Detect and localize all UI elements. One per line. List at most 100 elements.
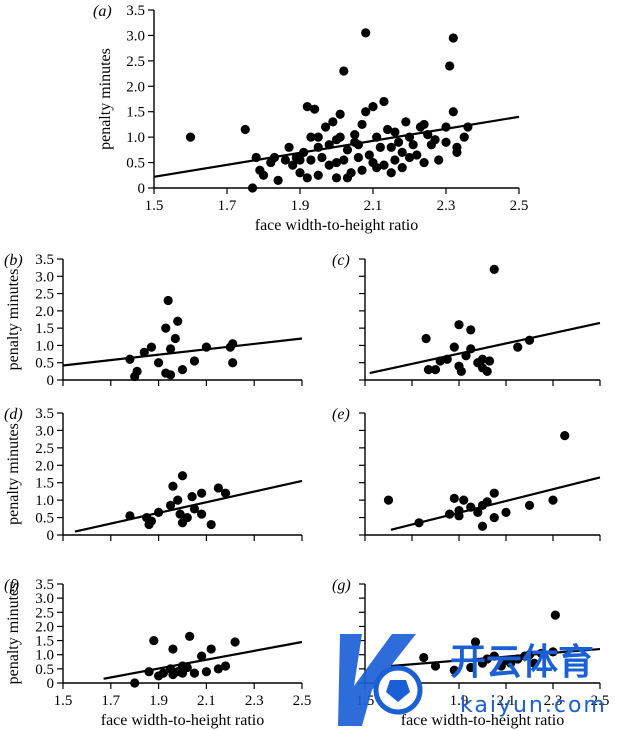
data-point-g: [548, 647, 558, 657]
data-point-c: [482, 366, 492, 376]
panel-label-g: (g): [332, 577, 351, 594]
data-point-c: [484, 356, 495, 366]
y-tick-label-d: 2.0: [35, 458, 54, 474]
data-point-f: [130, 678, 140, 688]
y-tick-label-b: 2.0: [35, 304, 54, 320]
data-point-f: [144, 667, 154, 677]
data-point-g: [513, 654, 523, 664]
panel-c: (c): [332, 252, 601, 386]
data-point-a: [240, 124, 250, 135]
data-point-a: [379, 96, 389, 107]
x-tick-label-a: 1.7: [218, 198, 237, 214]
x-tick-label-g: 2.1: [497, 693, 516, 709]
data-point-d: [206, 519, 216, 530]
fit-line-e: [390, 476, 601, 531]
data-point-g: [501, 655, 511, 665]
y-tick-label-d: 0: [47, 528, 55, 544]
data-point-b: [125, 354, 135, 364]
y-tick-label-a: 0.5: [126, 156, 145, 172]
panel-label-close-d: ): [16, 406, 22, 423]
panel-label-open-f: (: [4, 577, 11, 594]
panel-label-open-g: (: [332, 577, 339, 594]
y-tick-label-b: 0: [47, 373, 55, 389]
panel-label-close-g: ): [344, 577, 350, 594]
data-point-a: [448, 107, 458, 117]
data-point-a: [361, 107, 371, 117]
data-point-a: [404, 152, 415, 163]
data-point-d: [168, 481, 178, 491]
data-point-a: [452, 147, 462, 157]
data-point-a: [404, 132, 415, 142]
data-point-d: [220, 488, 231, 498]
data-point-e: [473, 507, 483, 517]
x-tick-label-a: 2.3: [437, 198, 456, 214]
data-point-a: [353, 140, 363, 150]
data-point-a: [284, 142, 294, 152]
data-point-b: [165, 344, 176, 354]
panel-label-b: (b): [4, 252, 23, 269]
panel-label-open-a: (: [93, 3, 100, 20]
data-point-a: [379, 160, 389, 170]
data-point-g: [449, 665, 459, 675]
data-point-e: [477, 521, 488, 531]
data-point-f: [149, 635, 159, 646]
panel-b: 00.5 1.01.52.02.5 3.03.5 (b)penalty minutes: [4, 252, 303, 389]
data-point-a: [386, 168, 396, 178]
panel-label-letter-g: g: [337, 577, 345, 594]
data-point-a: [419, 157, 429, 168]
data-point-e: [489, 488, 499, 498]
data-point-b: [146, 342, 157, 352]
data-point-e: [466, 502, 476, 512]
data-point-c: [454, 320, 464, 330]
x-tick-label-f: 2.5: [293, 693, 312, 709]
panel-label-close-a: ): [105, 3, 111, 20]
data-point-a: [324, 140, 334, 150]
data-point-e: [548, 495, 558, 505]
panel-label-close-b: ): [16, 252, 22, 269]
data-point-a: [335, 109, 345, 119]
y-tick-label-f: 3.0: [35, 591, 54, 607]
data-point-g: [550, 610, 560, 620]
data-point-d: [182, 512, 192, 523]
data-point-e: [482, 497, 492, 507]
data-point-g: [466, 662, 476, 673]
data-point-a: [357, 119, 367, 130]
data-point-a: [434, 155, 444, 165]
data-point-c: [466, 344, 476, 354]
x-tick-label-f: 1.9: [149, 693, 168, 709]
data-point-f: [189, 668, 200, 678]
data-point-e: [454, 506, 464, 516]
data-point-e: [383, 495, 394, 505]
data-point-d: [175, 509, 185, 519]
data-point-b: [132, 366, 142, 376]
data-point-a: [295, 155, 305, 165]
x-tick-label-f: 2.3: [245, 693, 264, 709]
data-point-d: [189, 504, 200, 514]
data-point-a: [185, 132, 196, 142]
data-point-b: [173, 316, 183, 326]
data-point-a: [328, 117, 338, 127]
data-point-a: [324, 160, 334, 170]
data-point-b: [228, 358, 238, 368]
data-point-g: [489, 651, 499, 661]
data-point-a: [383, 124, 393, 135]
data-point-a: [364, 150, 374, 160]
y-tick-label-d: 2.5: [35, 441, 54, 457]
y-tick-label-f: 1.0: [35, 648, 54, 664]
data-point-c: [489, 264, 499, 274]
data-point-e: [459, 495, 469, 505]
data-point-a: [459, 132, 469, 142]
data-point-f: [197, 651, 207, 661]
panel-label-close-e: ): [343, 406, 349, 423]
data-point-b: [154, 358, 164, 368]
fit-line-d: [74, 479, 303, 533]
data-point-a: [372, 132, 382, 142]
data-point-c: [461, 351, 471, 361]
data-point-f: [201, 667, 211, 677]
y-tick-label-a: 3.5: [126, 3, 145, 19]
data-point-a: [393, 137, 404, 147]
y-tick-label-f: 2.5: [35, 605, 54, 621]
data-point-c: [449, 342, 459, 352]
y-tick-label-b: 0.5: [35, 356, 54, 372]
panel-e: (e): [332, 406, 601, 541]
